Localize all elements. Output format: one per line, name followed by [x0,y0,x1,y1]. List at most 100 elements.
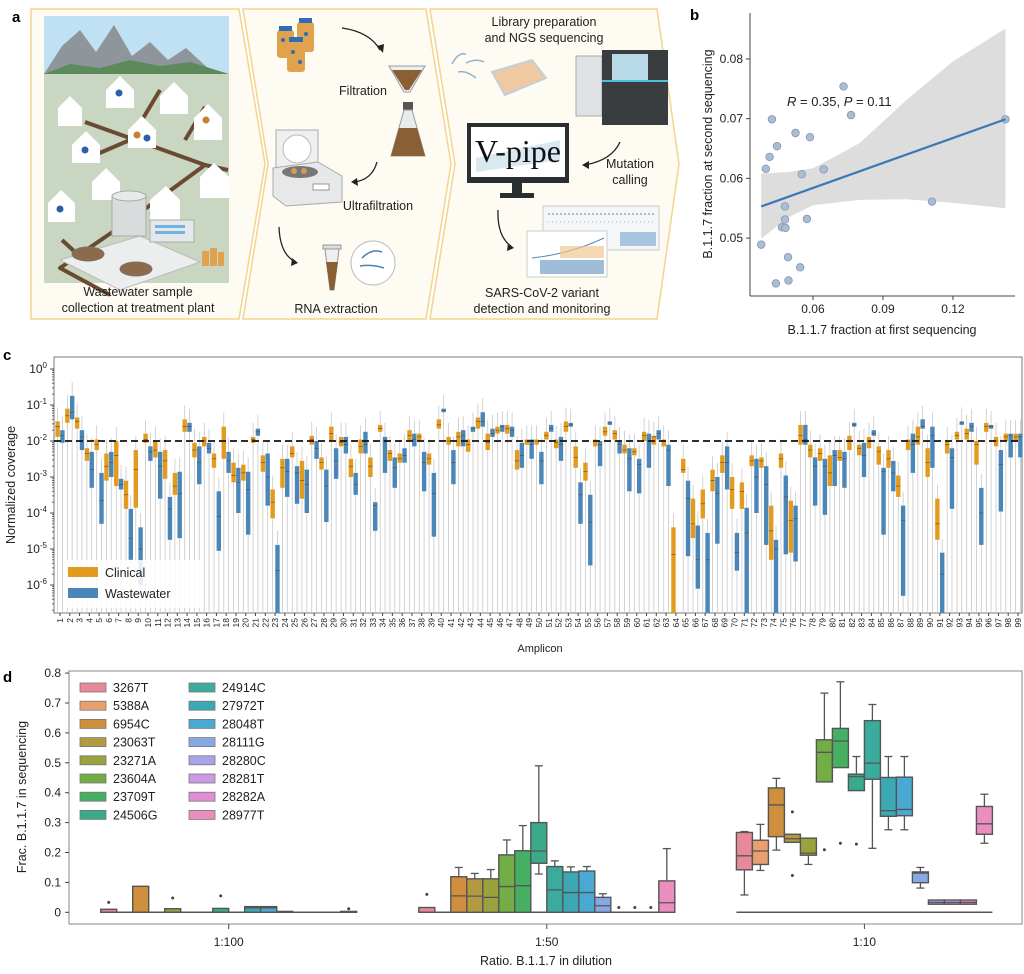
c-wastewater-box [861,442,867,477]
c-x-tick-label: 6 [104,618,114,623]
d-legend-swatch [79,737,107,747]
d-legend-label: 24506G [113,808,157,822]
b-data-point [756,240,766,249]
panel-b-scatter: B.1.1.7 fraction at first sequencing B.1… [701,13,1015,337]
c-legend-label: Wastewater [105,587,171,601]
c-x-tick-label: 64 [671,618,681,628]
c-x-tick-label: 98 [1003,618,1013,628]
b-data-point [771,279,781,288]
c-wastewater-box [930,426,935,468]
c-clinical-box [602,426,608,436]
library-label-line1: Library preparation [492,15,597,29]
c-wastewater-box [695,525,701,589]
c-clinical-box [290,446,295,458]
c-x-tick-label: 94 [964,618,974,628]
c-wastewater-box [392,457,397,488]
c-clinical-box [866,436,872,449]
c-x-tick-label: 63 [661,618,671,628]
c-clinical-box [172,472,178,495]
tick-base: 10 [27,578,41,592]
rna-strand-icon [361,250,383,259]
c-wastewater-box [412,433,417,447]
c-clinical-box [573,446,578,468]
b-data-point [819,165,828,174]
d-box-23604A [815,739,834,783]
c-x-tick-label: 47 [505,618,515,628]
b-data-point [805,132,815,142]
c-clinical-box [808,444,813,458]
c-wastewater-box [226,451,231,473]
d-box-28048T [578,870,596,914]
d-box-6954C [767,787,786,838]
c-x-tick-label: 58 [612,618,622,628]
d-box-6954C [131,885,150,913]
c-clinical-box [182,419,187,432]
c-x-tick-label: 14 [182,618,192,628]
c-wastewater-box [822,458,828,515]
c-wastewater-box [314,441,319,459]
d-x-tick-label: 1:100 [214,935,244,949]
c-clinical-box [280,458,285,488]
c-clinical-box [817,448,823,461]
d-legend-swatch [79,810,107,820]
d-y-axis-label: Frac. B.1.1.7 in sequencing [15,721,29,873]
c-clinical-box [514,450,520,470]
c-wastewater-box [265,453,270,506]
c-wastewater-box [949,448,955,509]
d-legend-swatch [79,773,107,784]
step1-label-line2: collection at treatment plant [62,301,215,315]
c-x-tick-label: 45 [485,618,495,628]
d-y-tick-label: 0.3 [44,816,61,830]
mutation-calling-line2: calling [612,173,647,187]
c-wastewater-box [138,527,143,585]
c-wastewater-box [754,458,759,513]
c-x-tick-label: 80 [827,618,837,628]
arrowhead-icon [291,258,298,266]
c-wastewater-box [255,428,261,436]
c-x-tick-label: 88 [905,618,915,628]
c-wastewater-box [470,426,476,432]
c-x-tick-label: 19 [231,618,241,628]
c-x-tick-label: 41 [446,618,456,628]
p-value: = 0.11 [852,94,891,109]
c-wastewater-box [509,426,515,437]
d-x-tick-label: 1:50 [535,935,559,949]
c-x-tick-label: 23 [270,618,280,628]
c-clinical-box [993,436,999,447]
c-wastewater-box [607,421,613,425]
panel-label-a: a [12,9,21,26]
c-wastewater-box [558,436,564,461]
c-clinical-box [837,450,842,461]
d-legend-swatch [79,700,107,711]
d-legend-swatch [188,719,216,729]
c-x-tick-label: 50 [534,618,544,628]
r-label: R [787,94,796,109]
c-x-tick-label: 99 [1013,618,1023,628]
c-clinical-box [114,441,119,487]
panel-a-workflow: Wastewater sample collection at treatmen… [30,8,680,320]
c-clinical-box [250,436,256,443]
c-wastewater-box [734,532,740,571]
tick-base: 10 [27,398,41,412]
c-x-tick-label: 17 [211,618,221,628]
c-x-tick-label: 85 [876,618,886,628]
c-x-tick-label: 65 [681,618,691,628]
step1-label-line1: Wastewater sample [83,285,192,299]
c-wastewater-box [939,552,945,613]
c-clinical-box [221,426,226,459]
library-label-line2: and NGS sequencing [485,31,604,45]
c-x-tick-label: 55 [583,618,593,628]
d-legend-label: 28280C [222,754,266,768]
c-wastewater-box [490,428,495,437]
b-data-point [765,152,774,162]
d-box-23271A [482,878,500,914]
c-wastewater-box [764,466,769,545]
d-x-tick-label: 1:10 [853,935,877,949]
c-clinical-box [534,439,539,445]
d-legend-swatch [188,791,216,802]
c-x-tick-label: 54 [573,618,583,628]
b-data-point [791,128,800,138]
r-value: = 0.35, [796,94,843,109]
c-x-tick-label: 51 [544,618,554,628]
c-x-tick-label: 46 [495,618,505,628]
